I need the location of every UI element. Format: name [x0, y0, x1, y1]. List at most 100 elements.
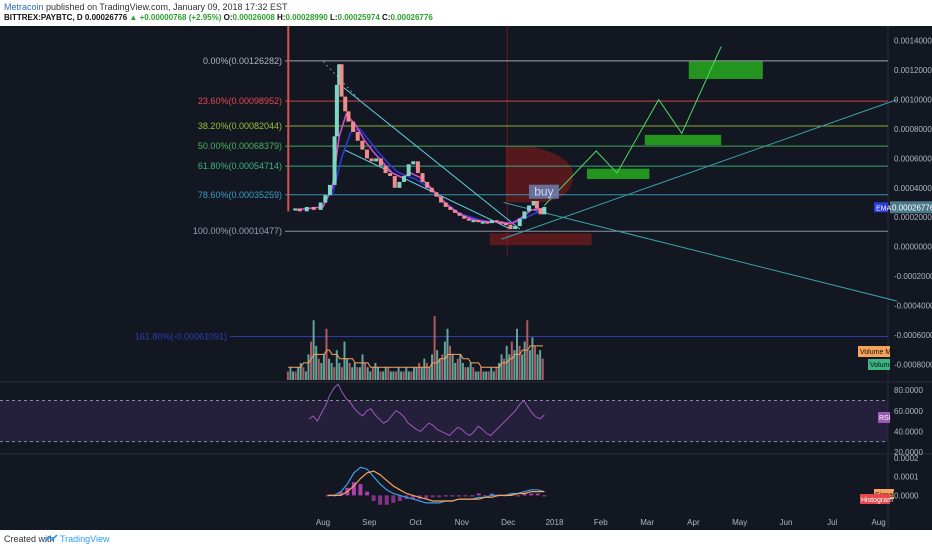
price-candle: [392, 176, 397, 188]
author-link[interactable]: Metracoin: [4, 2, 44, 12]
volume-bar: [541, 358, 544, 380]
volume-bar: [320, 362, 323, 380]
volume-bar: [364, 362, 367, 380]
rsi-tick: 40.0000: [894, 427, 923, 436]
volume-bar: [521, 354, 524, 380]
macd-histogram-bar: [450, 495, 455, 497]
fib-label-5: 78.60%(0.00035259): [198, 190, 282, 200]
price-candle: [364, 149, 369, 159]
price-candle: [420, 173, 425, 182]
time-tick: Nov: [455, 518, 469, 527]
tradingview-brand[interactable]: TradingView: [60, 534, 110, 544]
volume-ma-tag-box: [858, 346, 890, 357]
trendline-resistance-down: [503, 202, 898, 302]
time-tick: May: [732, 518, 747, 527]
chart-area[interactable]: 0.00%(0.00126282) 23.60%(0.00098952) 38.20…: [0, 26, 932, 530]
volume-bar: [387, 367, 390, 380]
volume-bar: [536, 354, 539, 380]
volume-bar: [400, 371, 403, 380]
volume-bar: [443, 341, 446, 380]
price-chart-svg[interactable]: 0.00%(0.00126282) 23.60%(0.00098952) 38.20…: [0, 26, 932, 530]
volume-bar: [310, 341, 313, 380]
fib-label-2: 38.20%(0.00082044): [198, 121, 282, 131]
price-candle: [522, 211, 527, 219]
fib-label-6: 100.00%(0.00010477): [193, 226, 282, 236]
macd-histogram-bar: [529, 493, 534, 496]
volume-bar: [297, 367, 300, 380]
macd-histogram-bar: [542, 495, 547, 497]
volume-bar: [307, 354, 310, 380]
volume-bar: [366, 367, 369, 380]
volume-bar: [464, 367, 467, 380]
macd-histogram-bar: [424, 495, 429, 500]
price-candle: [402, 176, 407, 182]
volume-bar: [340, 367, 343, 380]
price-candle: [397, 181, 402, 188]
macd-histogram-bar: [443, 495, 448, 497]
volume-tag-label: Volume: [870, 362, 893, 369]
price-candle: [369, 158, 374, 162]
macd-histogram-bar: [358, 484, 363, 496]
volume-bar: [304, 371, 307, 380]
histogram-tag-label: Histogram: [861, 497, 893, 504]
time-tick: Aug: [871, 518, 885, 527]
volume-bar: [379, 371, 382, 380]
price-candle: [485, 221, 490, 224]
price-candle: [439, 196, 444, 203]
price-candle: [383, 165, 388, 174]
macd-histogram-bar: [483, 495, 488, 497]
price-candle: [378, 158, 383, 166]
macd-signal-line: [327, 470, 545, 502]
volume-ma-tag-label: Volume MA: [860, 349, 896, 356]
volume-bar: [518, 345, 521, 380]
macd-histogram-bar: [463, 495, 468, 497]
volume-bar: [482, 371, 485, 380]
price-candle: [494, 220, 499, 223]
price-candle: [471, 220, 476, 223]
price-candle: [334, 84, 339, 137]
price-candle: [503, 223, 508, 226]
price-candle: [388, 173, 393, 177]
fib-label-1: 23.60%(0.00098952): [198, 96, 282, 106]
volume-bar: [474, 371, 477, 380]
rsi-tick: 20.0000: [894, 448, 923, 457]
price-candle: [355, 131, 360, 141]
rsi-tag-box: [878, 412, 890, 423]
price-candle: [434, 192, 439, 197]
volume-bar: [431, 354, 434, 380]
macd-histogram-bar: [384, 495, 389, 505]
volume-bar: [451, 354, 454, 380]
macd-line: [327, 466, 545, 504]
volume-bar: [492, 371, 495, 380]
price-candle: [508, 224, 513, 230]
price-candle: [499, 221, 504, 224]
time-tick: Apr: [687, 518, 700, 527]
price-candle: [415, 161, 420, 174]
volume-bar: [286, 371, 289, 380]
last-price-box: [890, 201, 932, 214]
price-candle: [332, 136, 337, 185]
volume-bar: [358, 367, 361, 380]
volume-bar: [338, 362, 341, 380]
time-tick: Feb: [594, 518, 608, 527]
volume-bar: [328, 358, 331, 380]
volume-bar: [418, 362, 421, 380]
footer: Created with TradingView: [0, 530, 932, 550]
price-candle: [346, 111, 351, 122]
price-candle: [343, 96, 348, 112]
volume-bar: [413, 367, 415, 380]
volume-bar: [539, 350, 542, 380]
volume-bar: [384, 367, 387, 380]
price-candle: [531, 201, 536, 206]
volume-bar: [376, 367, 379, 380]
low-value: 0.00025974: [337, 13, 380, 22]
volume-bar: [343, 341, 346, 380]
volume-bar: [317, 358, 320, 380]
time-tick: Jul: [827, 518, 837, 527]
volume-bar: [325, 328, 328, 380]
volume-bar: [392, 371, 395, 380]
